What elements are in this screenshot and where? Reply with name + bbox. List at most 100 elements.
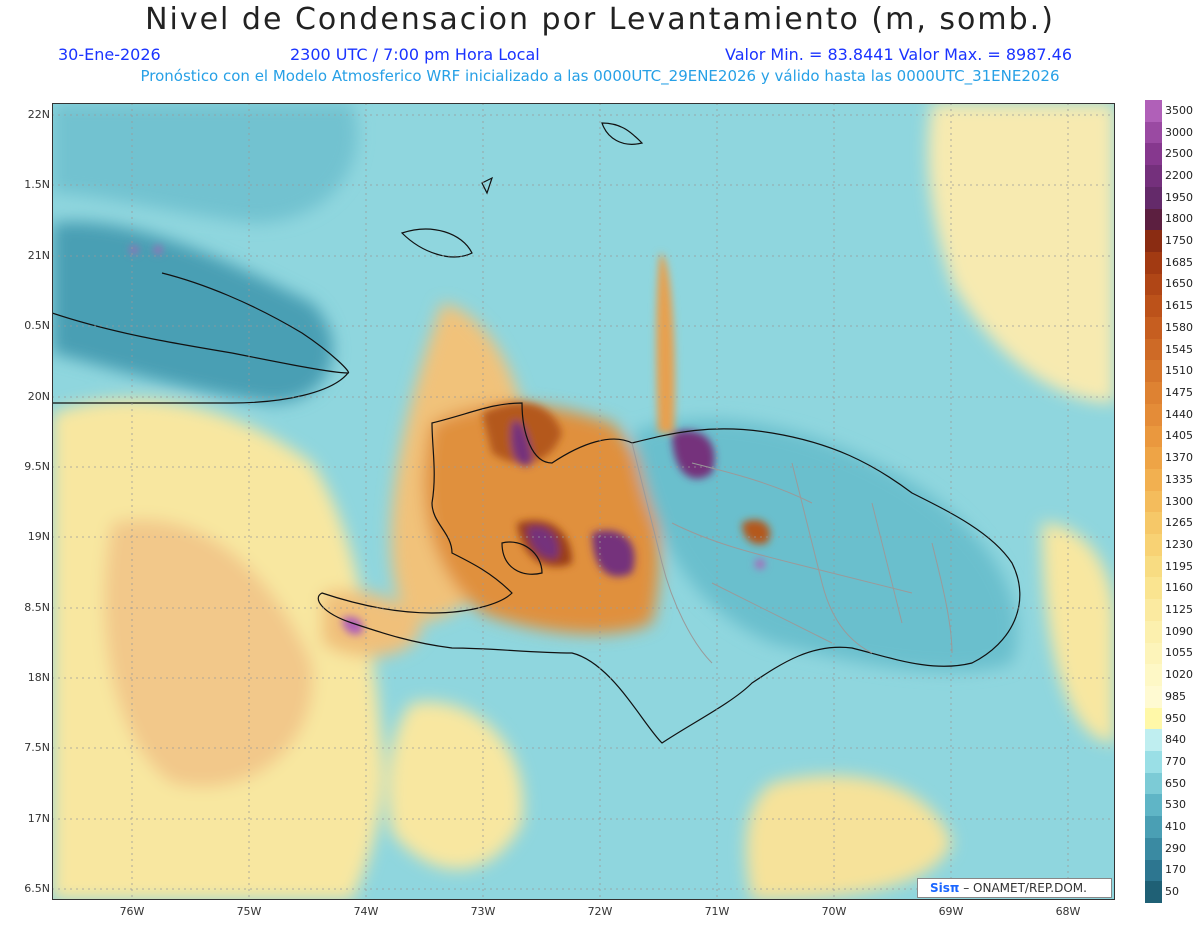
lat-label-19-5n: 9.5N xyxy=(24,460,50,473)
colorbar-label: 1160 xyxy=(1165,581,1193,595)
colorbar-label: 1685 xyxy=(1165,255,1193,269)
colorbar-label: 170 xyxy=(1165,863,1186,877)
colorbar-segment xyxy=(1145,382,1162,405)
lat-label-19n: 19N xyxy=(27,530,50,543)
lat-label-17-5n: 7.5N xyxy=(24,741,50,754)
colorbar-label: 1615 xyxy=(1165,299,1193,313)
colorbar-label: 1090 xyxy=(1165,624,1193,638)
colorbar-label: 1125 xyxy=(1165,603,1193,616)
colorbar-label: 1370 xyxy=(1165,451,1193,465)
lon-label-73w: 73W xyxy=(470,905,496,918)
colorbar-label: 1440 xyxy=(1165,407,1193,421)
lat-label-22n: 22N xyxy=(27,108,50,121)
colorbar-label: 410 xyxy=(1165,820,1186,834)
colorbar-label: 985 xyxy=(1165,689,1186,703)
lat-label-20n: 20N xyxy=(27,390,50,403)
lon-label-75w: 75W xyxy=(236,905,262,918)
colorbar-label: 1230 xyxy=(1165,537,1193,551)
lon-label-74w: 74W xyxy=(353,905,379,918)
colorbar-segment xyxy=(1145,186,1162,209)
colorbar-label: 1950 xyxy=(1165,190,1193,204)
lon-label-70w: 70W xyxy=(821,905,847,918)
colorbar-segment xyxy=(1145,208,1162,231)
credit-logo: Sisπ xyxy=(930,881,960,895)
credit-box: Sisπ – ONAMET/REP.DOM. xyxy=(917,878,1112,898)
colorbar-segment xyxy=(1145,599,1162,622)
colorbar-label: 1545 xyxy=(1165,342,1193,356)
colorbar-label: 530 xyxy=(1165,798,1186,812)
colorbar-segment xyxy=(1145,685,1162,709)
colorbar-label: 770 xyxy=(1165,754,1186,768)
colorbar-segment xyxy=(1145,555,1162,578)
colorbar-label: 1580 xyxy=(1165,320,1193,334)
colorbar-segment xyxy=(1145,121,1162,144)
colorbar-label: 2500 xyxy=(1165,147,1193,161)
colorbar-label: 3500 xyxy=(1165,103,1193,117)
lon-label-69w: 69W xyxy=(938,905,964,918)
colorbar-segment xyxy=(1145,642,1162,665)
colorbar-label: 2200 xyxy=(1165,168,1193,182)
colorbar-segment xyxy=(1145,664,1162,687)
colorbar-segment xyxy=(1145,751,1162,774)
credit-text: – ONAMET/REP.DOM. xyxy=(963,881,1087,895)
colorbar-segment xyxy=(1145,794,1162,817)
colorbar-label: 1405 xyxy=(1165,429,1193,443)
colorbar-label: 1510 xyxy=(1165,364,1193,378)
colorbar-label: 1265 xyxy=(1165,516,1193,530)
colorbar-segment xyxy=(1145,143,1162,166)
colorbar-segment xyxy=(1145,490,1162,513)
colorbar-segment xyxy=(1145,317,1162,340)
colorbar-segment xyxy=(1145,837,1162,861)
colorbar-segment xyxy=(1145,772,1162,795)
colorbar-segment xyxy=(1145,425,1162,448)
lon-label-71w: 71W xyxy=(704,905,730,918)
lon-label-68w: 68W xyxy=(1055,905,1081,918)
colorbar-label: 50 xyxy=(1165,885,1179,899)
colorbar-label: 1475 xyxy=(1165,385,1193,399)
colorbar-label: 1800 xyxy=(1165,212,1193,226)
colorbar-label: 950 xyxy=(1165,711,1186,725)
colorbar-segment xyxy=(1145,273,1162,296)
lat-label-21n: 21N xyxy=(27,249,50,262)
colorbar-label: 840 xyxy=(1165,733,1186,747)
map-title: Nivel de Condensacion por Levantamiento … xyxy=(145,2,1055,37)
lat-label-18-5n: 8.5N xyxy=(24,601,50,614)
colorbar-segment xyxy=(1145,468,1162,492)
colorbar-segment xyxy=(1145,881,1162,904)
date-label: 30-Ene-2026 xyxy=(58,45,161,64)
colorbar-label: 1055 xyxy=(1165,646,1193,660)
lon-label-76w: 76W xyxy=(119,905,145,918)
colorbar-segment xyxy=(1145,230,1162,253)
colorbar-label: 290 xyxy=(1165,841,1186,855)
colorbar-segment xyxy=(1145,165,1162,188)
colorbar-segment xyxy=(1145,577,1162,600)
lon-label-72w: 72W xyxy=(587,905,613,918)
colorbar-segment xyxy=(1145,403,1162,427)
forecast-label: Pronóstico con el Modelo Atmosferico WRF… xyxy=(140,67,1060,85)
time-label: 2300 UTC / 7:00 pm Hora Local xyxy=(290,45,540,64)
lat-label-18n: 18N xyxy=(27,671,50,684)
colorbar-segment xyxy=(1145,512,1162,535)
colorbar-segment xyxy=(1145,360,1162,383)
colorbar-label: 3000 xyxy=(1165,125,1193,139)
lcl-map xyxy=(52,103,1115,900)
colorbar-label: 650 xyxy=(1165,776,1186,790)
colorbar-label: 1335 xyxy=(1165,472,1193,486)
colorbar xyxy=(1145,100,1162,904)
colorbar-segment xyxy=(1145,100,1162,123)
colorbar-label: 1300 xyxy=(1165,494,1193,508)
colorbar-segment xyxy=(1145,338,1162,361)
colorbar-label: 1750 xyxy=(1165,234,1193,248)
lat-label-16-5n: 6.5N xyxy=(24,882,50,895)
colorbar-label: 1195 xyxy=(1165,559,1193,573)
colorbar-segment xyxy=(1145,816,1162,839)
colorbar-segment xyxy=(1145,534,1162,557)
colorbar-segment xyxy=(1145,729,1162,752)
colorbar-label: 1020 xyxy=(1165,668,1193,682)
colorbar-label: 1650 xyxy=(1165,277,1193,291)
colorbar-segment xyxy=(1145,251,1162,275)
lat-label-21-5n: 1.5N xyxy=(24,178,50,191)
colorbar-segment xyxy=(1145,447,1162,470)
min-max-label: Valor Min. = 83.8441 Valor Max. = 8987.4… xyxy=(725,45,1073,64)
lat-label-20-5n: 0.5N xyxy=(24,319,50,332)
